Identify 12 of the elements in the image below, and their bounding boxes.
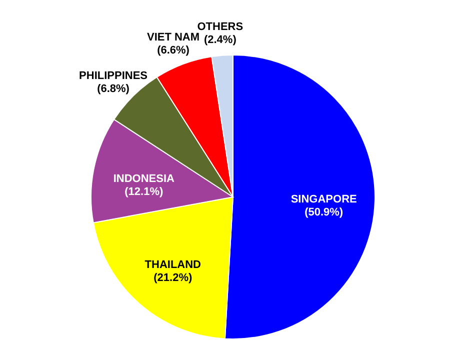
data-label: (12.1%) [124, 186, 164, 198]
data-label: (6.8%) [97, 82, 130, 95]
slice-label: OTHERS [197, 21, 244, 34]
data-label: (2.4%) [204, 34, 237, 46]
slice-label: PHILIPPINES [79, 70, 148, 82]
slice-label: VIET NAM [146, 31, 200, 44]
data-label: (50.9%) [304, 206, 344, 219]
data-label: (21.2%) [154, 272, 192, 284]
slice-label: SINGAPORE [290, 194, 357, 206]
slice-label: THAILAND [144, 259, 202, 272]
slice-label: INDONESIA [113, 173, 175, 186]
data-label: (6.6%) [157, 44, 190, 56]
